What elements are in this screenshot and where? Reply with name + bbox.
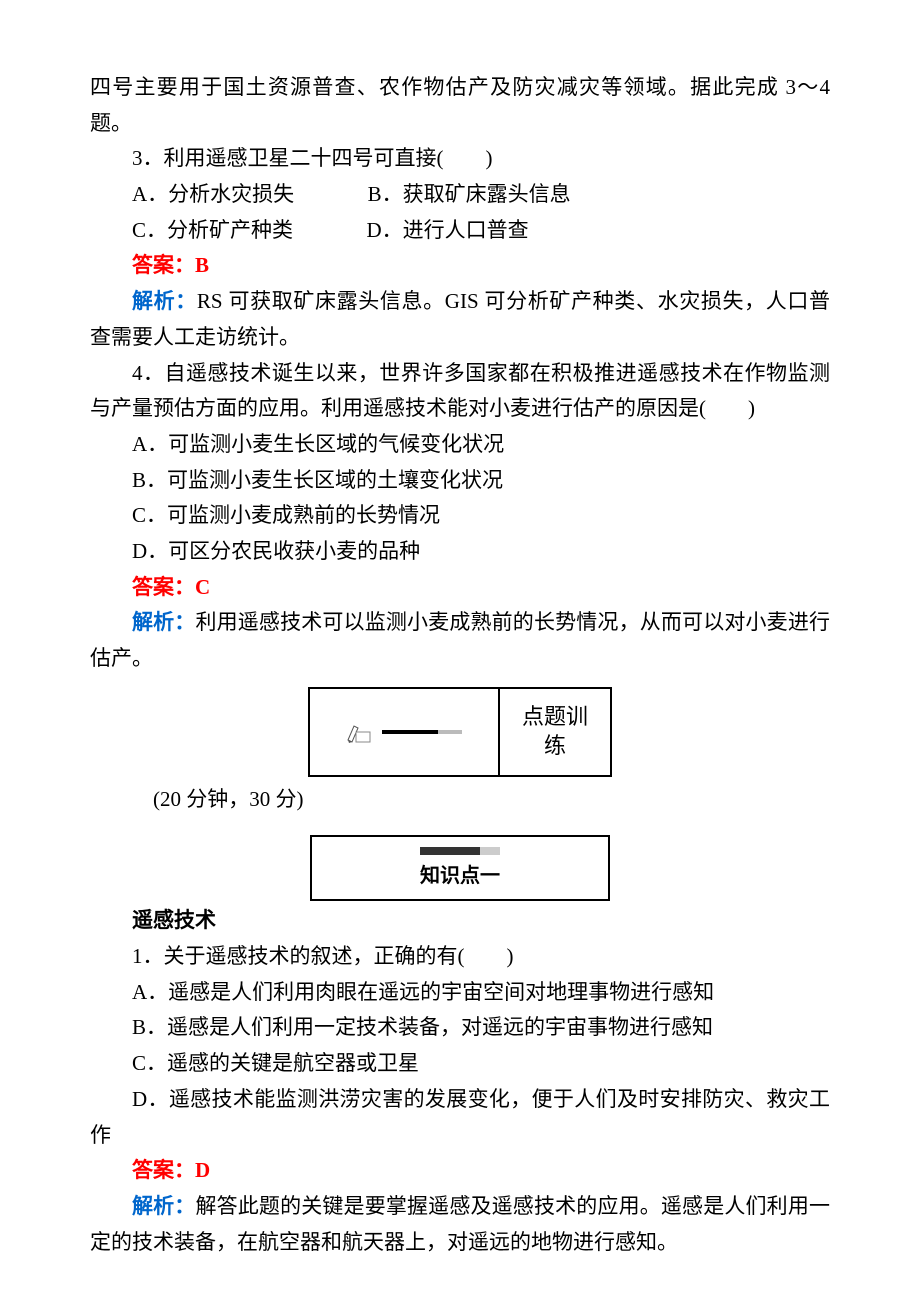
q4-option-b: B．可监测小麦生长区域的土壤变化状况 <box>90 463 830 499</box>
q4-option-c: C．可监测小麦成熟前的长势情况 <box>90 498 830 534</box>
intro-paragraph: 四号主要用于国土资源普查、农作物估产及防灾减灾等领域。据此完成 3～4 题。 <box>90 70 830 141</box>
q1-option-c: C．遥感的关键是航空器或卫星 <box>90 1046 830 1082</box>
q3-option-d: D．进行人口普查 <box>367 218 529 242</box>
training-box-label: 点题训练 <box>500 695 610 768</box>
q3-option-b: B．获取矿床露头信息 <box>368 182 571 206</box>
q3-option-a: A．分析水灾损失 <box>132 182 294 206</box>
q4-answer: 答案：C <box>90 570 830 606</box>
option-gap <box>299 182 362 206</box>
q4-analysis-text: 利用遥感技术可以监测小麦成熟前的长势情况，从而可以对小麦进行估产。 <box>90 610 830 670</box>
q4-option-a: A．可监测小麦生长区域的气候变化状况 <box>90 427 830 463</box>
knowledge-box-label: 知识点一 <box>320 859 600 893</box>
option-gap <box>298 218 361 242</box>
q4-answer-value: C <box>195 575 210 599</box>
q1-option-b: B．遥感是人们利用一定技术装备，对遥远的宇宙事物进行感知 <box>90 1010 830 1046</box>
knowledge-box-wrap: 知识点一 <box>90 835 830 901</box>
q1-stem: 1．关于遥感技术的叙述，正确的有( ) <box>90 939 830 975</box>
section-heading: 遥感技术 <box>90 903 830 939</box>
q3-answer: 答案：B <box>90 248 830 284</box>
q1-option-d: D．遥感技术能监测洪涝灾害的发展变化，便于人们及时安排防灾、救灾工作 <box>90 1082 830 1153</box>
q3-options-row1: A．分析水灾损失 B．获取矿床露头信息 <box>90 177 830 213</box>
q3-analysis-text: RS 可获取矿床露头信息。GIS 可分析矿产种类、水灾损失，人口普查需要人工走访… <box>90 289 830 349</box>
knowledge-box: 知识点一 <box>310 835 610 901</box>
pencil-paper-icon <box>346 720 374 744</box>
q4-analysis: 解析：利用遥感技术可以监测小麦成熟前的长势情况，从而可以对小麦进行估产。 <box>90 605 830 676</box>
training-box: 点题训练 <box>308 687 612 777</box>
analysis-label: 解析： <box>132 289 197 313</box>
q1-analysis-text: 解答此题的关键是要掌握遥感及遥感技术的应用。遥感是人们利用一定的技术装备，在航空… <box>90 1194 830 1254</box>
knowledge-bar-icon <box>420 847 500 855</box>
answer-label: 答案： <box>132 253 195 277</box>
training-box-left <box>310 689 500 775</box>
q4-option-d: D．可区分农民收获小麦的品种 <box>90 534 830 570</box>
q1-analysis: 解析：解答此题的关键是要掌握遥感及遥感技术的应用。遥感是人们利用一定的技术装备，… <box>90 1189 830 1260</box>
underline-bar-icon <box>382 730 462 734</box>
q3-analysis: 解析：RS 可获取矿床露头信息。GIS 可分析矿产种类、水灾损失，人口普查需要人… <box>90 284 830 355</box>
q1-answer: 答案：D <box>90 1153 830 1189</box>
q3-answer-value: B <box>195 253 209 277</box>
q3-option-c: C．分析矿产种类 <box>132 218 293 242</box>
training-diagram: 点题训练 <box>90 687 830 777</box>
analysis-label: 解析： <box>132 610 195 634</box>
answer-label: 答案： <box>132 1158 195 1182</box>
q1-answer-value: D <box>195 1158 210 1182</box>
answer-label: 答案： <box>132 575 195 599</box>
analysis-label: 解析： <box>132 1194 195 1218</box>
q4-stem: 4．自遥感技术诞生以来，世界许多国家都在积极推进遥感技术在作物监测与产量预估方面… <box>90 356 830 427</box>
q3-options-row2: C．分析矿产种类 D．进行人口普查 <box>90 213 830 249</box>
q3-stem: 3．利用遥感卫星二十四号可直接( ) <box>90 141 830 177</box>
timing-text: (20 分钟，30 分) <box>90 782 830 818</box>
q1-option-a: A．遥感是人们利用肉眼在遥远的宇宙空间对地理事物进行感知 <box>90 975 830 1011</box>
